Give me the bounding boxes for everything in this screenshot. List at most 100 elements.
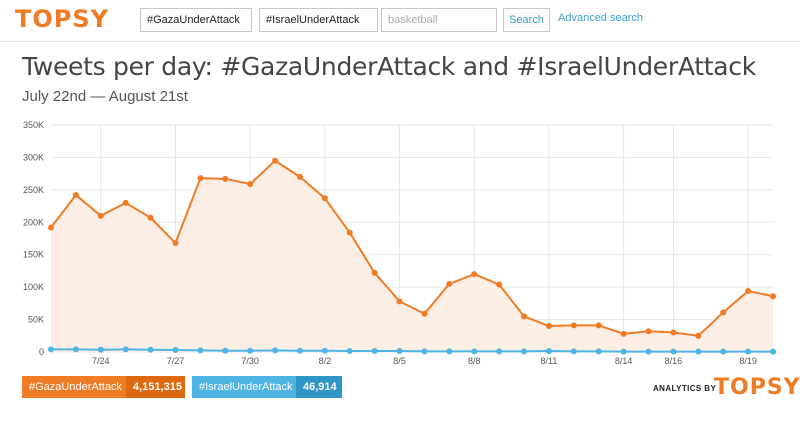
series-israel-point[interactable]: [695, 348, 702, 355]
series-gaza-point[interactable]: [321, 195, 328, 202]
x-tick-label: 7/27: [167, 356, 185, 366]
series-israel-point[interactable]: [122, 346, 129, 353]
series-israel-point[interactable]: [595, 348, 602, 355]
series-israel-point[interactable]: [645, 348, 652, 355]
series-israel-point[interactable]: [421, 348, 428, 355]
series-gaza-point[interactable]: [197, 175, 204, 182]
series-gaza-point[interactable]: [620, 330, 627, 337]
page-title: Tweets per day: #GazaUnderAttack and #Is…: [22, 52, 756, 81]
y-tick-label: 0: [39, 347, 44, 357]
series-gaza-point[interactable]: [545, 323, 552, 330]
series-israel-point[interactable]: [446, 348, 453, 355]
y-tick-label: 300K: [23, 152, 44, 162]
series-gaza-point[interactable]: [396, 298, 403, 305]
series-israel-point[interactable]: [570, 348, 577, 355]
brand-logo: TOPSY: [714, 375, 800, 400]
x-tick-label: 8/14: [615, 356, 633, 366]
y-tick-label: 150K: [23, 250, 44, 260]
search-button[interactable]: Search: [503, 8, 550, 32]
series-israel-point[interactable]: [371, 348, 378, 355]
series-gaza-point[interactable]: [521, 313, 528, 320]
series-gaza-point[interactable]: [496, 281, 503, 288]
series-gaza-point[interactable]: [147, 214, 154, 221]
series-gaza-point[interactable]: [97, 212, 104, 219]
series-gaza-point[interactable]: [346, 229, 353, 236]
series-gaza-point[interactable]: [645, 328, 652, 335]
series-israel-point[interactable]: [48, 346, 54, 353]
legend-gaza[interactable]: #GazaUnderAttack 4,151,315: [22, 376, 185, 398]
x-tick-label: 8/16: [665, 356, 683, 366]
topsy-logo[interactable]: TOPSY: [15, 5, 110, 33]
y-tick-label: 100K: [23, 282, 44, 292]
series-gaza-point[interactable]: [670, 329, 677, 336]
legend-gaza-count: 4,151,315: [126, 376, 185, 398]
legend-gaza-label: #GazaUnderAttack: [22, 376, 126, 398]
series-gaza-point[interactable]: [272, 157, 279, 164]
analytics-by-text: ANALYTICS BY: [653, 384, 717, 393]
page-subtitle: July 22nd — August 21st: [22, 88, 188, 105]
y-tick-label: 50K: [28, 315, 44, 325]
series-gaza-area: [51, 160, 773, 352]
search-query-2[interactable]: [259, 8, 378, 32]
advanced-search-link[interactable]: Advanced search: [558, 12, 643, 24]
series-israel-point[interactable]: [545, 348, 552, 355]
series-israel-point[interactable]: [222, 347, 229, 354]
series-gaza-point[interactable]: [371, 269, 378, 276]
series-gaza-point[interactable]: [222, 175, 229, 182]
search-query-1[interactable]: [140, 8, 252, 32]
chart-series: [48, 157, 776, 355]
series-israel-point[interactable]: [72, 346, 79, 353]
series-israel-point[interactable]: [147, 346, 154, 353]
series-gaza-point[interactable]: [446, 280, 453, 287]
y-tick-label: 350K: [23, 120, 44, 130]
series-israel-point[interactable]: [670, 348, 677, 355]
series-gaza-point[interactable]: [695, 332, 702, 339]
legend-israel-count: 46,914: [296, 376, 342, 398]
x-tick-label: 8/5: [393, 356, 406, 366]
series-israel-point[interactable]: [296, 347, 303, 354]
series-israel-point[interactable]: [720, 348, 727, 355]
series-israel-point[interactable]: [197, 347, 204, 354]
series-gaza-point[interactable]: [471, 271, 478, 278]
x-tick-label: 8/11: [541, 356, 558, 366]
search-query-3[interactable]: [381, 8, 497, 32]
x-tick-label: 8/19: [739, 356, 757, 366]
series-gaza-point[interactable]: [122, 199, 129, 206]
series-gaza-point[interactable]: [72, 192, 79, 199]
series-gaza-point[interactable]: [172, 240, 179, 247]
y-tick-label: 250K: [23, 185, 44, 195]
series-israel-point[interactable]: [745, 348, 752, 355]
series-gaza-point[interactable]: [247, 181, 254, 188]
series-israel-point[interactable]: [471, 348, 478, 355]
series-gaza-point[interactable]: [745, 288, 752, 295]
series-gaza-point[interactable]: [421, 310, 428, 317]
y-tick-label: 200K: [23, 217, 44, 227]
series-israel-point[interactable]: [321, 347, 328, 354]
series-israel-point[interactable]: [521, 348, 528, 355]
header-bar: TOPSY Search Advanced search: [0, 0, 800, 40]
series-gaza-point[interactable]: [720, 309, 727, 316]
series-israel-point[interactable]: [272, 347, 279, 354]
tweets-line-chart: 0 50K 100K 150K 200K 250K 300K 350K 7/24 7/27 7/30…: [23, 120, 776, 366]
series-gaza-point[interactable]: [296, 173, 303, 180]
series-gaza-point[interactable]: [770, 293, 776, 300]
series-israel-point[interactable]: [97, 346, 104, 353]
series-gaza-point[interactable]: [570, 322, 577, 329]
chart-axis-labels: 0 50K 100K 150K 200K 250K 300K 350K 7/24 7/27 7/30…: [23, 120, 757, 366]
series-israel-line: [51, 348, 773, 353]
series-israel-point[interactable]: [770, 348, 776, 355]
x-tick-label: 7/30: [241, 356, 259, 366]
series-israel-point[interactable]: [346, 348, 353, 355]
legend-israel[interactable]: #IsraelUnderAttack 46,914: [192, 376, 342, 398]
series-israel-point[interactable]: [496, 348, 503, 355]
series-israel-point[interactable]: [172, 347, 179, 354]
header-divider: [0, 41, 800, 42]
series-israel-point[interactable]: [396, 348, 403, 355]
series-gaza-point[interactable]: [48, 224, 54, 231]
series-gaza-point[interactable]: [595, 322, 602, 329]
x-tick-label: 8/8: [468, 356, 481, 366]
series-israel-point[interactable]: [247, 347, 254, 354]
series-israel-point[interactable]: [620, 348, 627, 355]
legend-israel-label: #IsraelUnderAttack: [192, 376, 296, 398]
series-gaza-line: [50, 159, 774, 337]
